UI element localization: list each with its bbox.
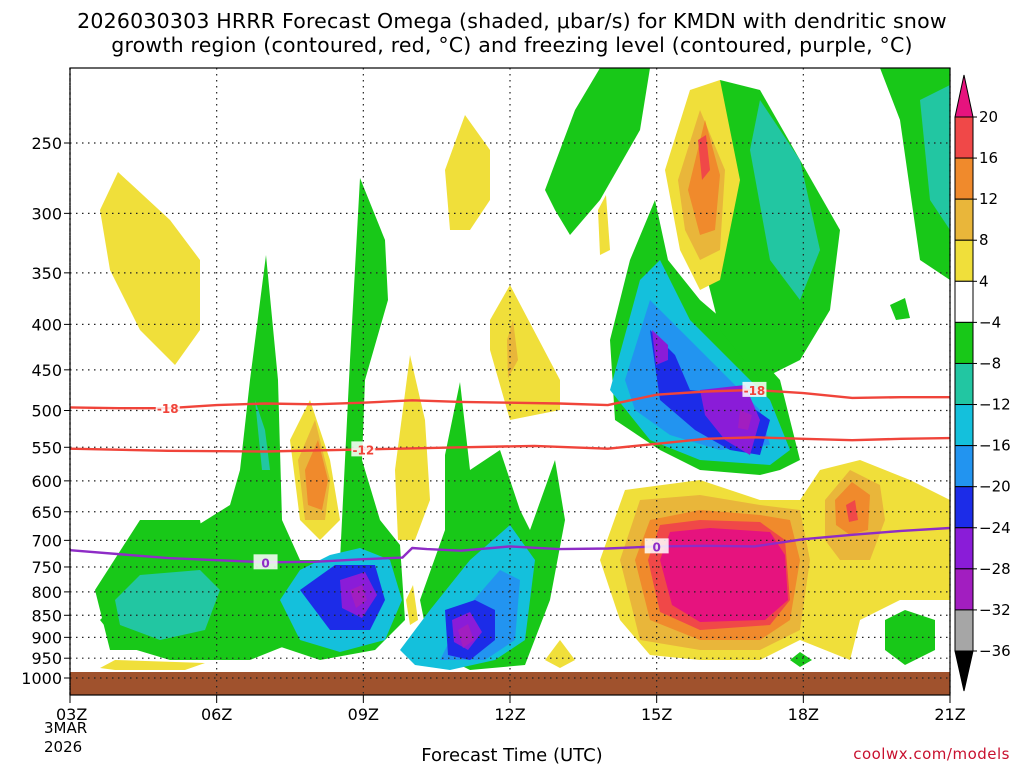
contour-label-bg: [253, 554, 278, 570]
colorbar-swatch-5: [954, 321, 974, 364]
omega-region-n8: [115, 570, 220, 640]
contour-label-bg: [742, 381, 767, 397]
x-tick-label-03Z: 03Z: [56, 705, 87, 724]
contour-label-bg: [351, 441, 376, 457]
omega-region-n4: [270, 178, 405, 660]
omega-region-p4: [100, 660, 205, 670]
y-tick-label-700: 700: [31, 531, 62, 550]
colorbar-swatch-11: [954, 568, 974, 611]
colorbar-label: −20: [979, 478, 1011, 496]
y-tick-label-300: 300: [31, 204, 62, 223]
colorbar-swatch-2: [954, 198, 974, 241]
colorbar-swatch-10: [954, 527, 974, 570]
contour-label-dendritic-upper: -18: [157, 402, 179, 416]
axes: 250 300 350 400 450 500 550 600 650 700 750 800 850 9…: [21, 67, 966, 724]
omega-region-n24: [652, 330, 668, 365]
y-tick-label-750: 750: [31, 558, 62, 577]
x-tick-label-18Z: 18Z: [788, 705, 819, 724]
y-tick-label-650: 650: [31, 503, 62, 522]
x-tick-label-09Z: 09Z: [348, 705, 379, 724]
contour-dendritic-lower: [69, 436, 951, 453]
omega-shading: [70, 68, 950, 695]
colorbar-label: 4: [979, 272, 989, 290]
omega-region-p4: [100, 172, 200, 365]
omega-region-n28: [738, 410, 752, 430]
credit-link[interactable]: coolwx.com/models: [853, 745, 1010, 763]
contour-label-dendritic-lower: -12: [352, 443, 374, 457]
x-tick-label-21Z: 21Z: [934, 705, 965, 724]
colorbar-label: 16: [979, 149, 998, 167]
colorbar-label: −16: [979, 437, 1011, 455]
contour-label-bg: [155, 400, 180, 416]
omega-region-p12: [305, 440, 328, 510]
date-label-day: 3MAR: [44, 719, 88, 737]
colorbar-label: 8: [979, 231, 989, 249]
date-label-year: 2026: [44, 738, 83, 756]
omega-region-n28: [458, 624, 474, 648]
omega-region-p20: [660, 528, 788, 622]
omega-region-p4: [445, 115, 490, 230]
y-tick-label-900: 900: [31, 628, 62, 647]
colorbar-swatch-6: [954, 362, 974, 406]
chart-title-line1: 2026030303 HRRR Forecast Omega (shaded, …: [77, 9, 947, 33]
omega-region-n8: [920, 85, 950, 230]
contour-label-bg: [644, 538, 669, 554]
y-tick-label-250: 250: [31, 134, 62, 153]
x-axis-title: Forecast Time (UTC): [421, 745, 603, 766]
colorbar-label: −24: [979, 519, 1011, 537]
colorbar-swatch-12: [954, 609, 974, 652]
colorbar-label: −4: [979, 313, 1001, 331]
colorbar-swatch-4: [954, 280, 974, 323]
colorbar-swatch-3: [954, 239, 974, 282]
colorbar-label: −12: [979, 396, 1011, 414]
omega-region-n4: [100, 255, 300, 660]
omega-region-n4: [545, 68, 650, 235]
omega-region-n8: [750, 100, 820, 300]
contours: -12 -18 -18 0 0: [69, 381, 951, 570]
omega-region-n4: [890, 298, 910, 320]
colorbar-swatch-8: [954, 445, 974, 488]
contour-freezing-level: [69, 526, 951, 564]
x-tick-label-12Z: 12Z: [494, 705, 525, 724]
y-tick-label-500: 500: [31, 402, 62, 421]
colorbar-label: 12: [979, 190, 998, 208]
omega-region-p4: [545, 640, 575, 668]
y-tick-label-400: 400: [31, 315, 62, 334]
y-tick-label-1000: 1000: [21, 669, 62, 688]
contour-label-freezing-level: 0: [261, 556, 269, 570]
x-tick-label-06Z: 06Z: [201, 705, 232, 724]
omega-region-p4: [490, 285, 560, 420]
colorbar-swatch-7: [954, 404, 974, 447]
omega-region-n4: [790, 652, 812, 667]
x-tick-label-15Z: 15Z: [641, 705, 672, 724]
y-tick-label-950: 950: [31, 649, 62, 668]
colorbar-label: −8: [979, 354, 1001, 372]
colorbar-top-arrow: [954, 74, 974, 118]
colorbar-label: −36: [979, 642, 1011, 660]
colorbar: 20 16 12 8 4 −4 −8 −12 −16 −20 −24 −28 −32 −36: [954, 74, 1011, 692]
y-tick-label-850: 850: [31, 606, 62, 625]
omega-region-p4: [598, 195, 610, 255]
y-tick-label-450: 450: [31, 361, 62, 380]
colorbar-label: −32: [979, 601, 1011, 619]
colorbar-swatch-1: [954, 157, 974, 200]
colorbar-label: −28: [979, 560, 1011, 578]
colorbar-bottom-arrow: [954, 650, 974, 692]
contour-dendritic-upper: [69, 388, 950, 410]
chart-title-line2: growth region (contoured, red, °C) and f…: [111, 33, 913, 57]
colorbar-label: 20: [979, 108, 998, 126]
y-tick-label-350: 350: [31, 264, 62, 283]
omega-region-p4: [406, 585, 418, 625]
colorbar-swatch-0: [954, 116, 974, 159]
y-tick-label-800: 800: [31, 583, 62, 602]
colorbar-swatch-9: [954, 486, 974, 529]
y-tick-label-550: 550: [31, 438, 62, 457]
contour-label-freezing-level: 0: [652, 540, 660, 554]
y-tick-label-600: 600: [31, 472, 62, 491]
omega-region-p16: [846, 500, 858, 522]
contour-label-dendritic-upper: -18: [744, 384, 766, 398]
omega-region-p16: [698, 135, 710, 180]
